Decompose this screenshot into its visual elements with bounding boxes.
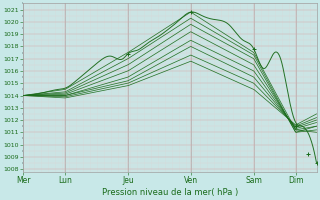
X-axis label: Pression niveau de la mer( hPa ): Pression niveau de la mer( hPa ) [102, 188, 238, 197]
